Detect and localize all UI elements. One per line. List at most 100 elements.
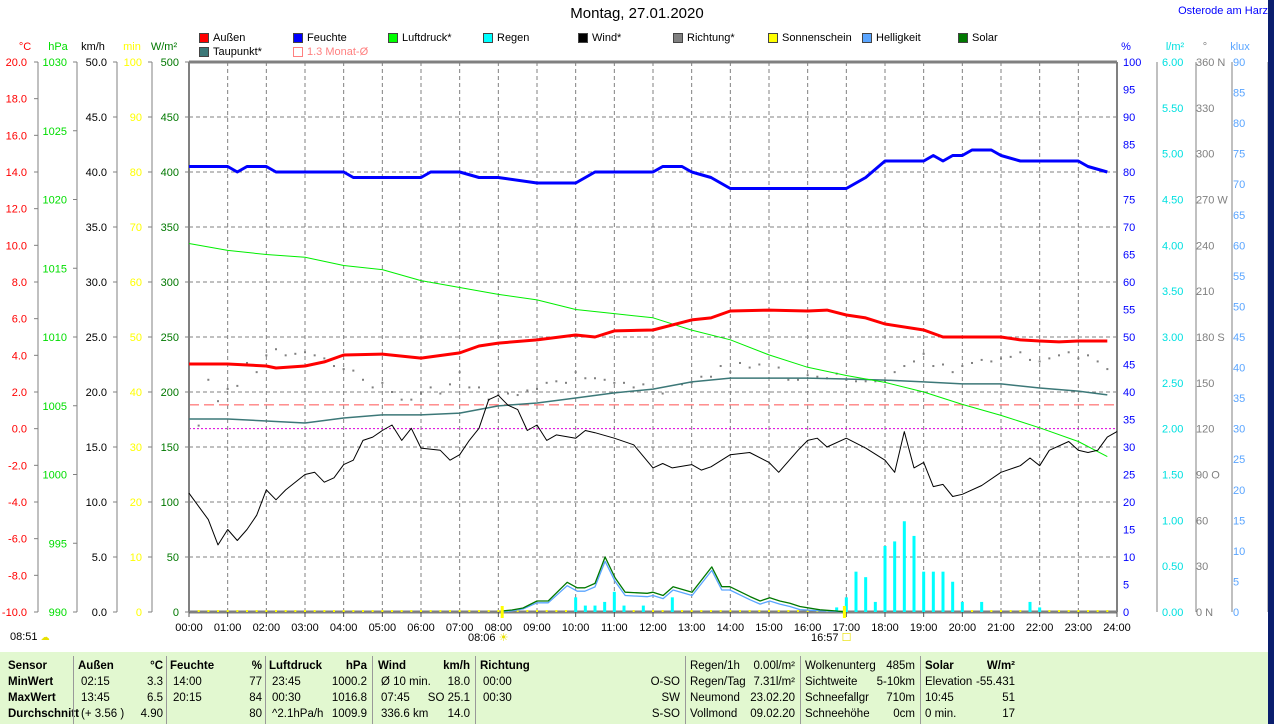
sunshine-dot [429,610,432,612]
direction-dot [961,365,964,368]
table-cell-value: 3.3 [147,676,163,688]
axis-tick-label-pressure: 995 [49,538,67,550]
legend-swatch [862,33,872,43]
table-cell-time: Ø 10 min. [381,676,431,688]
direction-dot [1077,357,1080,360]
table-header-1: Feuchte [170,660,215,672]
axis-tick-label-pressure: 990 [49,607,67,619]
axis-tick-label-humidity: 20 [1123,497,1135,509]
axis-tick-label-sunmin: 40 [130,387,142,399]
sunshine-dot [1077,610,1080,612]
direction-dot [333,365,335,368]
sunshine-dot [410,610,413,612]
axis-tick-label-sunmin: 60 [130,277,142,289]
table-cell-label: Vollmond [690,708,738,720]
table-cell-time: 336.6 km [381,708,429,720]
axis-tick-label-lux: 85 [1233,88,1245,100]
axis-tick-label-rain: 4.50 [1162,195,1183,207]
axis-tick-label-humidity: 85 [1123,140,1135,152]
table-cell-value: 80 [249,708,262,720]
direction-dot [342,368,345,371]
direction-dot [526,389,529,392]
x-tick-label: 21:00 [987,622,1015,634]
direction-dot [777,366,780,369]
direction-dot [594,377,596,380]
direction-dot [555,380,558,383]
axis-tick-label-solar: 250 [161,332,179,344]
direction-dot [623,381,625,384]
sunshine-dot [545,610,548,612]
axis-tick-label-solar: 450 [161,112,179,124]
x-tick-label: 04:00 [330,622,358,634]
axis-tick-label-sunmin: 100 [124,57,142,69]
legend-swatch [388,33,398,43]
axis-tick-label-pressure: 1005 [43,401,67,413]
legend-item-4: Regen [483,32,529,44]
table-cell-time: 00:30 [272,692,301,704]
table-cell-value: 23.02.20 [750,692,795,704]
direction-dot [304,351,306,354]
axis-tick-label-wind: 40.0 [86,167,107,179]
direction-dot [362,378,364,381]
sunset-time: 16:57 [811,632,839,644]
x-tick-label: 24:00 [1103,622,1131,634]
sunshine-dot [990,610,993,612]
axis-tick-label-direction: 270 W [1196,195,1228,207]
axis-unit-direction: ° [1203,41,1207,53]
axis-tick-label-direction: 180 S [1196,332,1225,344]
stats-table: Sensor MinWert MaxWert Durchschnitt Außen °C 0… [0,652,1268,724]
location-link[interactable]: Osterode am Harz [1178,5,1268,17]
table-cell-value: 0cm [893,708,915,720]
axis-tick-label-solar: 50 [167,552,179,564]
direction-dot [816,375,819,378]
legend-label: Sonnenschein [782,32,852,44]
direction-dot [797,378,799,381]
legend-item-11: 1.3 Monat-Ø [293,46,368,58]
axis-unit-sunmin: min [123,41,141,53]
table-separator [475,656,476,724]
sunshine-dot [439,610,442,612]
axis-tick-label-wind: 10.0 [86,497,107,509]
legend-item-3: Luftdruck* [388,32,452,44]
table-cell-label: Wolkenunterg [805,660,876,672]
sunshine-dot [565,610,567,612]
x-tick-label: 03:00 [291,622,319,634]
sunshine-dot [1048,610,1051,612]
legend-item-8: Helligkeit [862,32,921,44]
rain-bar [960,601,964,612]
sunshine-dot [748,610,751,612]
sunshine-dot [806,610,809,612]
direction-dot [429,386,432,389]
sunshine-dot [1106,610,1109,612]
sunshine-dot [681,610,683,612]
direction-dot [739,361,741,364]
rain-bar [854,571,858,612]
direction-dot [371,386,374,389]
axis-tick-label-sunmin: 0 [136,607,142,619]
axis-tick-label-wind: 15.0 [86,442,107,454]
legend-label: Richtung* [687,32,735,44]
table-unit-2: hPa [345,660,367,672]
direction-dot [217,400,219,403]
series-line-helligkeit [501,560,845,613]
sunshine-dot [758,610,761,612]
axis-tick-label-sunmin: 80 [130,167,142,179]
table-separator [685,656,686,724]
sunshine-dot [294,610,297,612]
table-header-3: Wind [378,660,406,672]
direction-dot [574,371,577,374]
axis-tick-label-solar: 350 [161,222,179,234]
axis-tick-label-lux: 75 [1233,149,1245,161]
direction-dot [545,381,548,384]
axis-tick-label-humidity: 75 [1123,195,1135,207]
x-tick-label: 11:00 [601,622,628,634]
axis-tick-label-lux: 55 [1233,271,1245,283]
direction-dot [980,358,983,361]
table-cell-value: 1000.2 [331,676,367,688]
rain-bar [574,597,578,612]
table-unit-4 [480,658,680,674]
table-cell-value: SO 25.1 [427,692,470,704]
table-cell-time: (+ 3.56 ) [81,708,125,720]
axis-tick-label-lux: 80 [1233,118,1245,130]
x-tick-label: 10:00 [562,622,590,634]
